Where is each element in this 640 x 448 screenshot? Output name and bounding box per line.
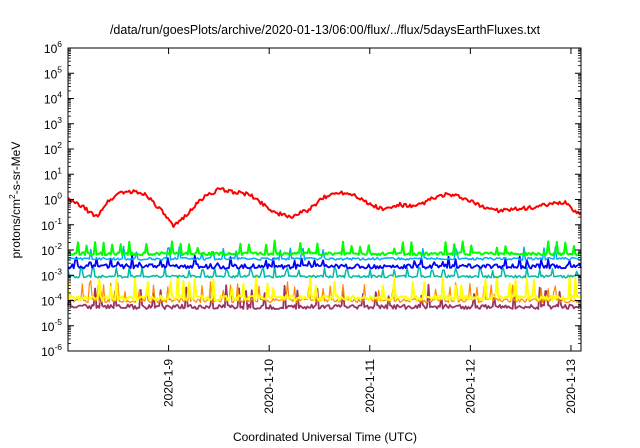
y-tick-label: 102 xyxy=(44,140,62,157)
y-tick-label-exponent: 4 xyxy=(57,90,62,100)
y-tick-label-exponent: 6 xyxy=(57,39,62,49)
y-tick-label: 10-6 xyxy=(41,342,62,359)
series-line xyxy=(67,187,582,228)
x-tick-label: 2020-1-12 xyxy=(463,359,477,414)
y-axis-label-prefix: protons/cm xyxy=(9,199,23,258)
series-group xyxy=(67,187,582,311)
y-tick-label-base: 10 xyxy=(41,295,55,309)
y-tick-label-exponent: -1 xyxy=(54,216,62,226)
y-tick-label-exponent: -4 xyxy=(54,292,62,302)
x-axis-label: Coordinated Universal Time (UTC) xyxy=(233,430,417,444)
y-tick-label-base: 10 xyxy=(41,320,55,334)
y-axis-label: protons/cm2-s-sr-MeV xyxy=(7,142,23,259)
x-tick-label: 2020-1-11 xyxy=(363,359,377,413)
y-tick-label-base: 10 xyxy=(44,118,58,132)
y-tick-label: 101 xyxy=(44,165,62,182)
x-tick-label: 2020-1-9 xyxy=(162,359,176,407)
x-tick-label: 2020-1-13 xyxy=(564,359,578,414)
y-tick-label: 10-1 xyxy=(41,216,62,233)
y-tick-label-exponent: 2 xyxy=(57,140,62,150)
y-axis: 10-610-510-410-310-210-11001011021031041… xyxy=(41,39,581,359)
y-tick-label-base: 10 xyxy=(44,143,58,157)
y-tick-label-base: 10 xyxy=(44,42,58,56)
y-tick-label-exponent: -5 xyxy=(54,317,62,327)
series-line xyxy=(67,239,582,257)
y-tick-label-base: 10 xyxy=(44,93,58,107)
chart-title: /data/run/goesPlots/archive/2020-01-13/0… xyxy=(110,23,541,37)
y-tick-label: 100 xyxy=(44,191,62,208)
x-axis: 2020-1-9 2020-1-10 2020-1-11 2020-1-12 2020-… xyxy=(162,48,578,414)
y-tick-label-exponent: 0 xyxy=(57,191,62,201)
y-tick-label-exponent: 1 xyxy=(57,165,62,175)
y-tick-label: 10-4 xyxy=(41,292,62,309)
y-tick-label: 103 xyxy=(44,115,62,132)
y-tick-label-base: 10 xyxy=(41,345,55,359)
y-tick-label-exponent: -2 xyxy=(54,241,62,251)
y-tick-label: 106 xyxy=(44,39,62,56)
y-tick-label-base: 10 xyxy=(41,219,55,233)
y-tick-label-base: 10 xyxy=(44,168,58,182)
y-tick-label-exponent: 5 xyxy=(57,64,62,74)
y-tick-label-base: 10 xyxy=(41,244,55,258)
y-tick-label-exponent: 3 xyxy=(57,115,62,125)
series-line xyxy=(67,265,582,279)
y-tick-label: 105 xyxy=(44,64,62,81)
series-line xyxy=(67,274,582,302)
y-axis-label-suffix: -s-sr-MeV xyxy=(9,142,23,195)
series-line xyxy=(67,254,582,270)
y-tick-label-base: 10 xyxy=(44,194,58,208)
y-tick-label-exponent: -6 xyxy=(54,342,62,352)
y-tick-label-exponent: -3 xyxy=(54,266,62,276)
y-tick-label: 10-3 xyxy=(41,266,62,283)
series-line xyxy=(67,245,582,261)
y-tick-label: 10-5 xyxy=(41,317,62,334)
y-axis-label-sup: 2 xyxy=(7,194,17,199)
y-tick-label: 104 xyxy=(44,90,62,107)
y-tick-label-base: 10 xyxy=(44,67,58,81)
y-tick-label-base: 10 xyxy=(41,269,55,283)
y-tick-label: 10-2 xyxy=(41,241,62,258)
series-line xyxy=(67,280,582,304)
x-tick-label: 2020-1-10 xyxy=(262,359,276,414)
